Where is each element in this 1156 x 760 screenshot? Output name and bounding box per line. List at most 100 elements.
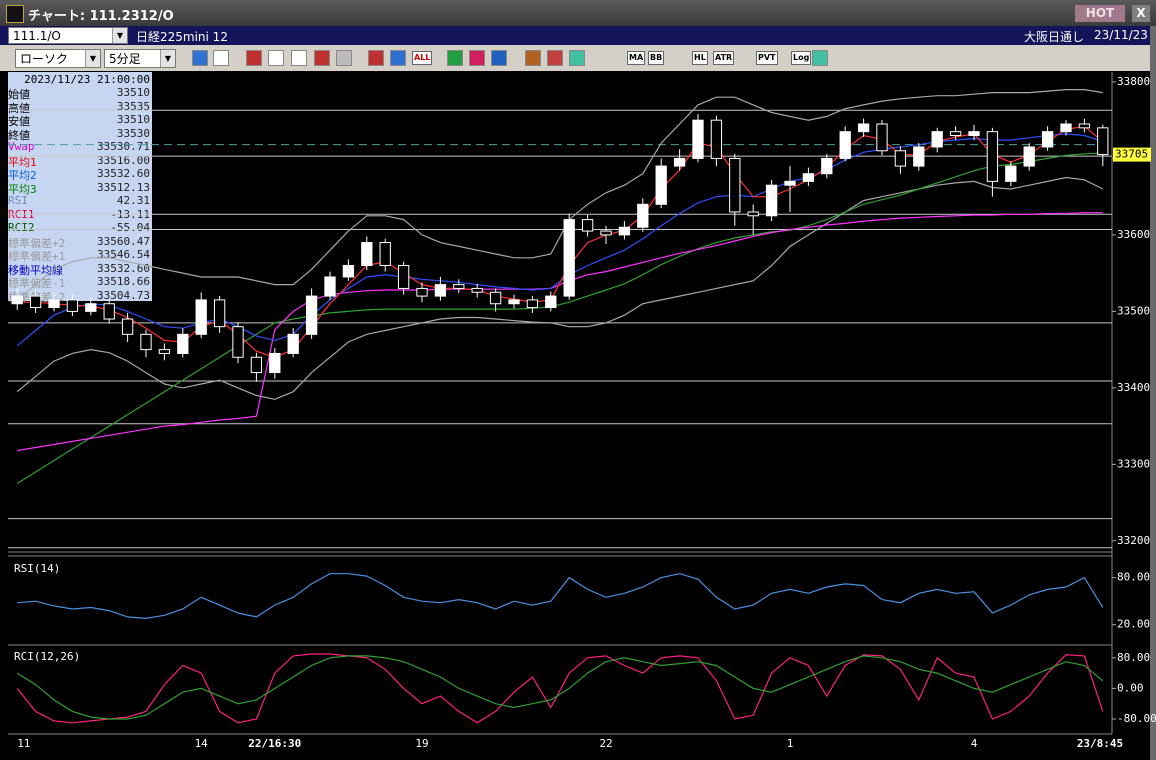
candle-body	[949, 131, 962, 136]
candle-body	[213, 299, 226, 328]
toolbar-icon	[314, 50, 330, 66]
info-value: -13.11	[110, 207, 150, 221]
x-tick-label: 14	[195, 737, 209, 750]
info-datetime: 2023/11/23 21:00:00	[24, 73, 150, 86]
candle-body	[397, 264, 410, 289]
toolbar-icon	[390, 50, 406, 66]
toolbar-icon	[291, 50, 307, 66]
toolbar-label[interactable]: BB	[648, 51, 665, 65]
toolbar-icon	[469, 50, 485, 66]
toolbar-label[interactable]: Log	[791, 51, 812, 65]
info-name: RCI2	[8, 221, 35, 234]
candle-body	[1023, 146, 1035, 167]
candle-body	[747, 211, 759, 217]
info-row: 移動平均線 33532.60	[8, 262, 152, 277]
candle-body	[968, 131, 980, 136]
date: 23/11/23	[1094, 28, 1148, 42]
candle-body	[305, 295, 318, 335]
panel-title: RSI(14)	[14, 562, 60, 575]
candle-body	[508, 299, 520, 305]
candle-body	[692, 119, 704, 159]
info-name: 標準偏差-2	[8, 290, 66, 304]
info-value: 33530	[116, 126, 150, 140]
window-title: チャート: 111.2312/O	[28, 9, 174, 24]
candle-body	[618, 226, 631, 236]
candle-body	[545, 295, 557, 309]
info-row: 終値 33530	[8, 126, 152, 142]
candle-body	[103, 303, 115, 320]
indicator-line	[17, 125, 1104, 358]
info-row: 標準偏差+1 33546.54	[8, 248, 152, 263]
info-value: 33504.73	[97, 288, 150, 302]
toolbar-icon	[447, 50, 463, 66]
toolbar-icon	[368, 50, 384, 66]
toolbar-icon	[246, 50, 262, 66]
candle-body	[66, 299, 79, 312]
toolbar-label[interactable]: ATR	[713, 51, 735, 65]
x-tick-label: 11	[17, 737, 30, 750]
indicator-line	[16, 176, 1104, 400]
timeframe-dropdown[interactable]: 5分足 ▼	[104, 49, 176, 68]
toolbar-icon	[569, 50, 585, 66]
info-row: RSI 42.31	[8, 194, 152, 207]
candle-body	[287, 333, 299, 354]
toolbar-icon	[491, 50, 507, 66]
candle-body	[1041, 131, 1054, 148]
market: 大阪日通し	[1024, 30, 1085, 44]
hot-button[interactable]: HOT	[1075, 5, 1125, 22]
symbol-dropdown[interactable]: 111.1/O ▼	[8, 27, 128, 44]
toolbar-icon	[812, 50, 828, 66]
indicator-line	[17, 573, 1104, 620]
y-tick-label: -80.00	[1117, 712, 1156, 725]
x-tick-label: 1	[787, 737, 794, 750]
symbol-bar: 111.1/O ▼ 日経225mini 12 大阪日通し 23/11/23	[0, 26, 1156, 45]
info-value: 33518.66	[97, 275, 150, 288]
candle-body	[894, 150, 907, 167]
candle-body	[1078, 123, 1091, 129]
candle-body	[416, 287, 428, 297]
close-button[interactable]: X	[1132, 5, 1150, 22]
toolbar-icon	[336, 50, 352, 66]
candle-body	[913, 146, 925, 167]
info-value: 33535	[116, 99, 150, 113]
x-tick-label: 4	[971, 737, 978, 750]
title-bar: チャート: 111.2312/O HOT X	[0, 0, 1156, 26]
candle-body	[361, 242, 373, 266]
info-panel: 2023/11/23 21:00:00 始値 33510 高値 33535 安値 3351…	[8, 72, 152, 304]
candle-body	[232, 326, 244, 358]
x-tick-label: 23/8:45	[1077, 737, 1123, 750]
toolbar-label[interactable]: MA	[627, 51, 646, 65]
info-name: Vwap	[8, 140, 35, 153]
toolbar-label[interactable]: HL	[692, 51, 708, 65]
candle-body	[324, 276, 336, 297]
chart-type-dropdown[interactable]: ローソク ▼	[15, 49, 101, 68]
info-row: 標準偏差+2 33560.47	[8, 235, 152, 250]
y-tick-label: 80.00	[1117, 571, 1150, 584]
candle-body	[931, 131, 943, 148]
y-tick-label: 33500	[1117, 304, 1150, 317]
info-name: RCI1	[8, 207, 35, 221]
y-tick-label: 33300	[1117, 457, 1150, 470]
toolbar-label[interactable]: ALL	[412, 51, 433, 65]
candle-body	[637, 203, 649, 228]
y-tick-label: 20.00	[1117, 618, 1150, 631]
y-tick-label: 33400	[1117, 381, 1150, 394]
indicator-line	[16, 89, 1103, 301]
info-row: 平均3 33512.13	[8, 181, 152, 196]
candle-body	[526, 299, 539, 309]
indicator-line	[16, 133, 1103, 347]
candle-body	[1097, 127, 1109, 156]
y-tick-label: 33700	[1117, 151, 1150, 164]
symbol: 111.1/O	[13, 29, 61, 43]
toolbar-label[interactable]: PVT	[756, 51, 778, 65]
candle-body	[563, 219, 575, 297]
candle-body	[1060, 123, 1072, 133]
candle-body	[784, 180, 796, 186]
y-tick-label: 80.00	[1117, 651, 1150, 664]
x-tick-label: 19	[415, 737, 428, 750]
indicator-line	[17, 212, 1103, 452]
candle-body	[839, 131, 851, 159]
info-value: -55.04	[110, 221, 150, 234]
